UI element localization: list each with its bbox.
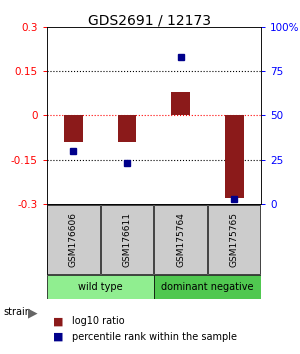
Text: GDS2691 / 12173: GDS2691 / 12173 (88, 13, 212, 28)
Text: strain: strain (3, 307, 31, 317)
Bar (118, 115, 136, 142)
Bar (47, 205, 100, 274)
Bar (154, 205, 207, 274)
Bar (171, 92, 190, 115)
Text: GSM175765: GSM175765 (230, 212, 239, 267)
Bar (64, 115, 83, 142)
Bar (154, 275, 261, 299)
Bar (208, 205, 260, 274)
Text: percentile rank within the sample: percentile rank within the sample (72, 332, 237, 342)
Bar (46, 275, 154, 299)
Text: ■: ■ (52, 316, 63, 326)
Text: log10 ratio: log10 ratio (72, 316, 124, 326)
Text: ■: ■ (52, 332, 63, 342)
Text: dominant negative: dominant negative (161, 282, 254, 292)
Text: wild type: wild type (78, 282, 122, 292)
Text: ▶: ▶ (28, 307, 37, 319)
Text: GSM175764: GSM175764 (176, 212, 185, 267)
Bar (101, 205, 153, 274)
Text: GSM176611: GSM176611 (122, 212, 131, 267)
Text: GSM176606: GSM176606 (69, 212, 78, 267)
Bar (225, 115, 244, 198)
